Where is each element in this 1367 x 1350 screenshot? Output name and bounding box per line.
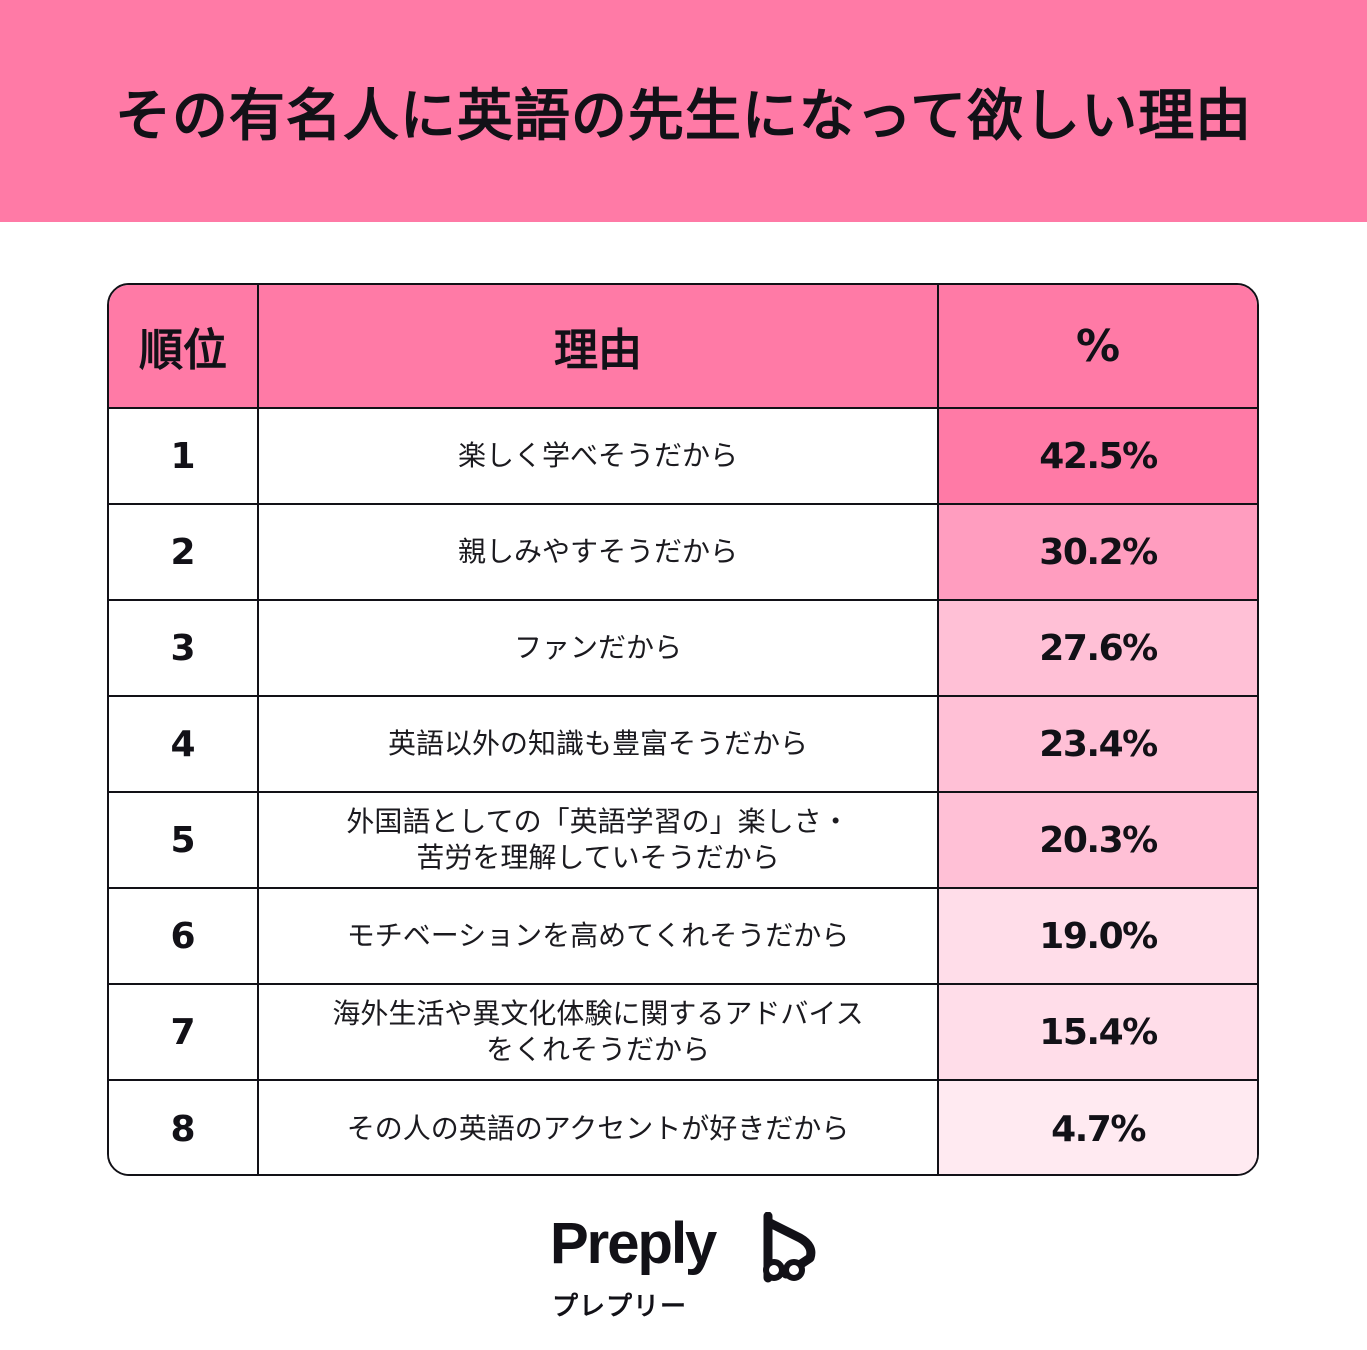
column-header-rank: 順位 bbox=[109, 285, 259, 407]
table-row: 5 外国語としての「英語学習の」楽しさ・ 苦労を理解していそうだから 20.3% bbox=[109, 793, 1257, 889]
reason-cell: 楽しく学べそうだから bbox=[259, 409, 939, 503]
reason-cell: 英語以外の知識も豊富そうだから bbox=[259, 697, 939, 791]
table-header-row: 順位 理由 % bbox=[109, 285, 1257, 409]
reason-cell: ファンだから bbox=[259, 601, 939, 695]
logo-wordmark: Preply bbox=[550, 1211, 717, 1276]
rank-cell: 1 bbox=[109, 409, 259, 503]
reason-cell: その人の英語のアクセントが好きだから bbox=[259, 1081, 939, 1174]
table-row: 1 楽しく学べそうだから 42.5% bbox=[109, 409, 1257, 505]
reason-cell: 海外生活や異文化体験に関するアドバイス をくれそうだから bbox=[259, 985, 939, 1079]
rank-cell: 6 bbox=[109, 889, 259, 983]
table-row: 8 その人の英語のアクセントが好きだから 4.7% bbox=[109, 1081, 1257, 1174]
percent-cell: 20.3% bbox=[939, 793, 1257, 887]
table-row: 3 ファンだから 27.6% bbox=[109, 601, 1257, 697]
percent-cell: 23.4% bbox=[939, 697, 1257, 791]
table-row: 6 モチベーションを高めてくれそうだから 19.0% bbox=[109, 889, 1257, 985]
percent-cell: 19.0% bbox=[939, 889, 1257, 983]
rank-cell: 5 bbox=[109, 793, 259, 887]
table-row: 4 英語以外の知識も豊富そうだから 23.4% bbox=[109, 697, 1257, 793]
table-row: 7 海外生活や異文化体験に関するアドバイス をくれそうだから 15.4% bbox=[109, 985, 1257, 1081]
rank-cell: 7 bbox=[109, 985, 259, 1079]
column-header-reason: 理由 bbox=[259, 285, 939, 407]
percent-cell: 42.5% bbox=[939, 409, 1257, 503]
rank-cell: 4 bbox=[109, 697, 259, 791]
preply-logo: Preply プレプリー bbox=[550, 1210, 820, 1322]
percent-cell: 27.6% bbox=[939, 601, 1257, 695]
reason-cell: モチベーションを高めてくれそうだから bbox=[259, 889, 939, 983]
preply-logo-icon bbox=[763, 1212, 816, 1283]
reason-cell: 外国語としての「英語学習の」楽しさ・ 苦労を理解していそうだから bbox=[259, 793, 939, 887]
logo-kana: プレプリー bbox=[552, 1292, 688, 1322]
rank-cell: 8 bbox=[109, 1081, 259, 1174]
reasons-table: 順位 理由 % 1 楽しく学べそうだから 42.5% 2 親しみやすそうだから 30.2%… bbox=[107, 283, 1259, 1176]
rank-cell: 2 bbox=[109, 505, 259, 599]
page-title: その有名人に英語の先生になって欲しい理由 bbox=[114, 83, 1253, 149]
table-row: 2 親しみやすそうだから 30.2% bbox=[109, 505, 1257, 601]
reason-cell: 親しみやすそうだから bbox=[259, 505, 939, 599]
column-header-percent: % bbox=[1075, 320, 1121, 372]
rank-cell: 3 bbox=[109, 601, 259, 695]
percent-cell: 4.7% bbox=[939, 1081, 1257, 1174]
percent-cell: 30.2% bbox=[939, 505, 1257, 599]
header-banner: その有名人に英語の先生になって欲しい理由 bbox=[0, 0, 1367, 222]
percent-cell: 15.4% bbox=[939, 985, 1257, 1079]
